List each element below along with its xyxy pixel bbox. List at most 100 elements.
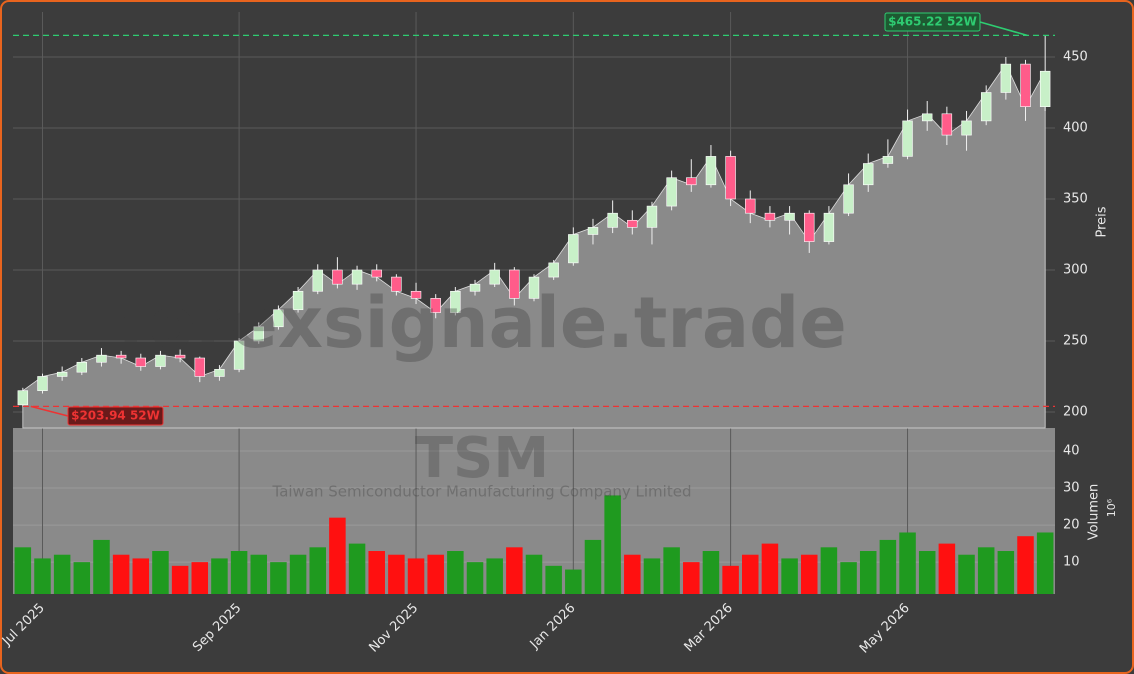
candle-body xyxy=(804,212,815,242)
volume-bar xyxy=(859,551,877,594)
candle-body xyxy=(371,269,382,278)
candle-body xyxy=(863,163,874,186)
volume-bar xyxy=(230,551,248,594)
volume-bar xyxy=(1036,532,1054,594)
candle-body xyxy=(17,390,29,406)
volume-bar xyxy=(781,558,798,594)
volume-bar xyxy=(309,547,326,594)
volume-bar xyxy=(34,558,51,594)
annotation-arrow xyxy=(30,405,69,417)
candle-body xyxy=(155,354,166,367)
watermark: forexsignale.trade xyxy=(117,282,846,364)
candle-body xyxy=(391,276,402,292)
candle-body xyxy=(823,212,835,242)
volume-bar xyxy=(800,554,818,594)
candle-body xyxy=(921,113,933,122)
volume-bar xyxy=(348,543,366,594)
y2-unit: 10⁶ xyxy=(1105,498,1118,517)
candle-body xyxy=(410,290,422,299)
candle-body xyxy=(450,290,461,313)
candle-body xyxy=(430,298,441,313)
volume-bar xyxy=(427,554,444,594)
annotation-arrow xyxy=(979,21,1028,37)
volume-bar xyxy=(879,539,897,594)
volume-bar xyxy=(820,547,838,594)
candle-body xyxy=(902,120,913,157)
candle-body xyxy=(135,357,147,367)
candle-body xyxy=(332,269,343,285)
volume-bar xyxy=(466,562,484,594)
annotation-box xyxy=(67,406,164,426)
volume-bar xyxy=(840,562,857,594)
candle-body xyxy=(37,376,48,391)
candle-body xyxy=(1039,70,1051,108)
volume-bar xyxy=(702,551,720,594)
volume-bar xyxy=(643,558,661,594)
candle-body xyxy=(273,309,284,328)
volume-bar xyxy=(486,558,503,594)
volume-bar xyxy=(742,554,759,594)
candle-body xyxy=(253,326,264,342)
candle-body xyxy=(489,269,500,285)
y2-tick-label: 30 xyxy=(1063,481,1080,496)
candle-body xyxy=(1020,63,1031,108)
volume-bar xyxy=(958,554,975,594)
volume-bar xyxy=(1017,536,1034,594)
volume-bar xyxy=(624,554,641,594)
volume-bar xyxy=(329,517,346,594)
y2-tick-label: 10 xyxy=(1063,555,1080,570)
volume-bar xyxy=(584,539,602,594)
candle-body xyxy=(56,371,68,377)
volume-bar xyxy=(565,569,582,594)
y-tick-label: 300 xyxy=(1063,262,1088,277)
candle-body xyxy=(568,234,579,264)
y2-axis-label: Volumen xyxy=(1087,484,1102,541)
y-tick-label: 250 xyxy=(1063,333,1088,348)
candle-body xyxy=(784,212,795,221)
y2-tick-label: 20 xyxy=(1063,518,1080,533)
candle-body xyxy=(627,219,638,228)
volume-bar xyxy=(53,554,71,594)
volume-bar xyxy=(604,495,621,594)
candle-body xyxy=(351,269,363,285)
candle-body xyxy=(292,290,304,311)
volume-bar xyxy=(152,551,169,594)
volume-bar xyxy=(997,551,1015,594)
candle-body xyxy=(76,361,88,373)
volume-bar xyxy=(447,551,464,594)
candle-body xyxy=(961,120,972,136)
volume-bar xyxy=(899,532,916,594)
candle-body xyxy=(745,198,756,214)
candle-body xyxy=(115,354,127,359)
volume-bar xyxy=(663,547,680,594)
volume-bar xyxy=(112,554,130,594)
candle-body xyxy=(666,177,677,207)
candle-body xyxy=(980,92,992,122)
candle-body xyxy=(843,184,854,214)
volume-bar xyxy=(977,547,995,594)
candle-body xyxy=(764,212,776,221)
symbol-watermark: TSM xyxy=(415,426,549,491)
candle-body xyxy=(509,269,520,299)
volume-bar xyxy=(250,554,268,594)
candle-body xyxy=(548,262,559,278)
candle-body xyxy=(1000,63,1012,93)
candle-body xyxy=(882,156,894,164)
volume-bar xyxy=(93,539,110,594)
candle-body xyxy=(705,156,717,186)
annotation-label: $465.22 52W xyxy=(888,15,977,29)
y-tick-label: 350 xyxy=(1063,191,1088,206)
volume-bar xyxy=(407,558,425,594)
candle-body xyxy=(725,156,736,200)
volume-bar xyxy=(73,562,91,594)
candle-body xyxy=(941,113,953,136)
candle-body xyxy=(607,212,618,228)
candle-body xyxy=(469,283,481,292)
volume-bar xyxy=(683,562,700,594)
volume-bar xyxy=(132,558,150,594)
volume-bar xyxy=(289,554,307,594)
candle-body xyxy=(194,357,205,377)
candle-body xyxy=(96,354,107,363)
y2-tick-label: 40 xyxy=(1063,443,1080,458)
